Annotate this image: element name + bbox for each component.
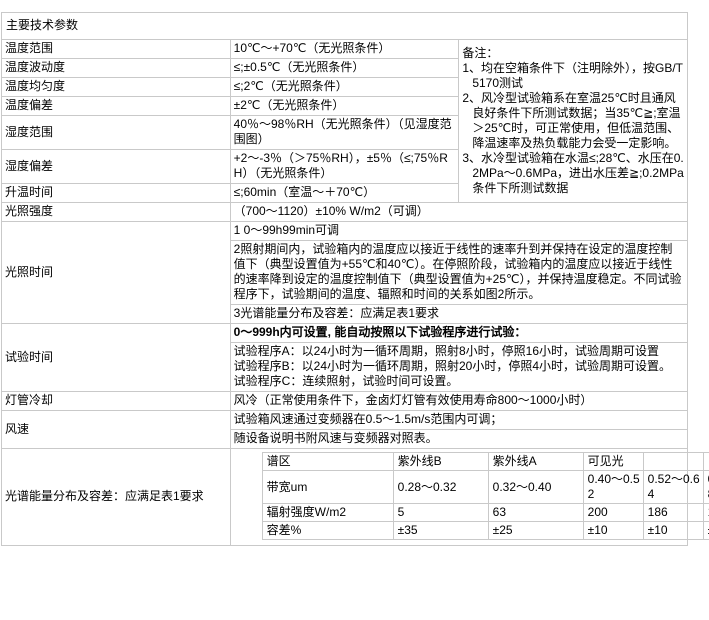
table-row: 灯管冷却 风冷（正常使用条件下，金卤灯灯管有效使用寿命800～1000小时） xyxy=(1,391,689,411)
row-value-temperature-deviation: ±2℃（无光照条件） xyxy=(229,96,460,116)
test-program-a: 试验程序A：以24小时为一循环周期，照射8小时，停照16小时，试验周期可设置 xyxy=(233,344,660,358)
row-label-light-intensity: 光照强度 xyxy=(1,202,231,222)
spectral-header-band: 谱区 xyxy=(261,452,394,471)
spectral-row-label-bandwidth: 带宽um xyxy=(261,470,394,504)
test-time-programs: 试验程序A：以24小时为一循环周期，照射8小时，停照16小时，试验周期可设置 试… xyxy=(229,342,689,392)
table-row: 温度偏差 ±2℃（无光照条件） xyxy=(1,96,688,116)
row-value-heating-time: ≤;60min（室温～＋70℃） xyxy=(229,183,460,203)
spectral-table-host: 谱区 紫外线B 紫外线A 可见光 红外线 带宽um xyxy=(229,448,709,546)
illumination-time-item-3: 3光谱能量分布及容差：应满足表1要求 xyxy=(229,304,689,324)
spectral-header-uva: 紫外线A xyxy=(487,452,584,471)
row-label-temperature-fluctuation: 温度波动度 xyxy=(1,58,231,78)
spectral-energy-table: 谱区 紫外线B 紫外线A 可见光 红外线 带宽um xyxy=(261,452,709,540)
illumination-time-item-1: 1 0～99h99min可调 xyxy=(229,221,689,241)
remarks-title: 备注： xyxy=(462,45,499,60)
row-label-humidity-deviation: 湿度偏差 xyxy=(1,149,231,184)
test-program-c: 试验程序C：连续照射，试验时间可设置。 xyxy=(233,374,459,388)
table-row: 温度范围 10℃～+70℃（无光照条件） 备注： 1、均在空箱条件下（注明除外）… xyxy=(1,39,688,203)
table-row: 光照时间 1 0～99h99min可调 xyxy=(1,221,689,324)
table-row: 3光谱能量分布及容差：应满足表1要求 xyxy=(2,304,689,324)
table-row-title: 主要技术参数 xyxy=(1,12,688,40)
row-value-humidity-range: 40％～98％RH（无光照条件）（见湿度范围图） xyxy=(229,115,460,150)
spectral-header-uvb: 紫外线B xyxy=(392,452,489,471)
row-value-temperature-range: 10℃～+70℃（无光照条件） xyxy=(229,39,460,59)
spectral-cell: ±25 xyxy=(487,521,584,540)
spectral-cell: 186 xyxy=(642,503,704,522)
spectral-row-irradiance: 辐射强度W/m2 5 63 200 186 174 492 xyxy=(261,503,709,522)
row-label-heating-time: 升温时间 xyxy=(1,183,231,203)
row-value-humidity-deviation: +2～-3％（＞75％RH），±5％（≤;75％RH）（无光照条件） xyxy=(229,149,460,184)
wind-speed-line-2: 随设备说明书附风速与变频器对照表。 xyxy=(229,429,689,449)
row-label-spectral-distribution: 光谱能量分布及容差：应满足表1要求 xyxy=(1,448,231,546)
table-row: 光谱能量分布及容差：应满足表1要求 谱区 紫外线B 紫外线A 可见光 xyxy=(1,448,709,546)
remarks-line-2: 2、风冷型试验箱系在室温25℃时且通风良好条件下所测试数据；当35℃≧;室温＞2… xyxy=(462,90,681,150)
spectral-row-label-irradiance: 辐射强度W/m2 xyxy=(261,503,394,522)
row-label-humidity-range: 湿度范围 xyxy=(1,115,231,150)
row-value-light-intensity: （700～1120）±10% W/m2（可调） xyxy=(229,202,689,222)
row-value-lamp-cooling: 风冷（正常使用条件下，金卤灯灯管有效使用寿命800～1000小时） xyxy=(229,391,689,411)
row-label-test-time: 试验时间 xyxy=(1,323,231,392)
row-label-temperature-deviation: 温度偏差 xyxy=(1,96,231,116)
table-row: 湿度偏差 +2～-3％（＞75％RH），±5％（≤;75％RH）（无光照条件） xyxy=(1,149,688,184)
spectral-cell: ±10 xyxy=(702,521,709,540)
spectral-cell: ±35 xyxy=(392,521,489,540)
remarks-cell: 备注： 1、均在空箱条件下（注明除外），按GB/T5170测试 2、风冷型试验箱… xyxy=(458,39,688,203)
row-label-wind-speed: 风速 xyxy=(1,410,231,449)
table-row: 试验时间 0～999h内可设置, 能自动按照以下试验程序进行试验： xyxy=(1,323,689,392)
row-label-lamp-cooling: 灯管冷却 xyxy=(1,391,231,411)
spectral-cell: 0.28～0.32 xyxy=(392,470,489,504)
main-spec-table: 主要技术参数 温度范围 10℃～+70℃（无光照条件） 备注： 1、均在空箱条件… xyxy=(1,12,709,546)
spectral-header-visible-2 xyxy=(642,452,704,471)
test-time-heading: 0～999h内可设置, 能自动按照以下试验程序进行试验： xyxy=(229,323,689,343)
spectral-cell: 5 xyxy=(392,503,489,522)
wind-speed-line-1: 试验箱风速通过变频器在0.5～1.5m/s范围内可调； xyxy=(229,410,689,430)
spectral-cell: 0.40～0.52 xyxy=(582,470,644,504)
page-title: 主要技术参数 xyxy=(1,12,688,40)
spectral-cell: ±10 xyxy=(582,521,644,540)
spectral-header-row: 谱区 紫外线B 紫外线A 可见光 红外线 xyxy=(261,452,709,471)
row-label-temperature-range: 温度范围 xyxy=(1,39,231,59)
remarks-line-1: 1、均在空箱条件下（注明除外），按GB/T5170测试 xyxy=(462,60,683,90)
row-value-temperature-uniformity: ≤;2℃（无光照条件） xyxy=(229,77,460,97)
test-program-b: 试验程序B：以24小时为一循环周期，照射20小时，停照4小时，试验周期可设置。 xyxy=(233,359,672,373)
illumination-time-item-2: 2照射期间内，试验箱内的温度应以接近于线性的速率升到并保持在设定的温度控制值下（… xyxy=(229,240,689,305)
spectral-header-visible-3 xyxy=(702,452,709,471)
spectral-cell: 200 xyxy=(582,503,644,522)
row-label-illumination-time: 光照时间 xyxy=(1,221,231,324)
table-row: 试验程序A：以24小时为一循环周期，照射8小时，停照16小时，试验周期可设置 试… xyxy=(2,342,689,392)
spectral-cell: 0.32～0.40 xyxy=(487,470,584,504)
spectral-cell: ±10 xyxy=(642,521,704,540)
table-row: 风速 试验箱风速通过变频器在0.5～1.5m/s范围内可调； xyxy=(1,410,689,449)
spectral-row-bandwidth: 带宽um 0.28～0.32 0.32～0.40 0.40～0.52 0.52～… xyxy=(261,470,709,504)
spectral-row-label-tolerance: 容差% xyxy=(261,521,394,540)
row-label-temperature-uniformity: 温度均匀度 xyxy=(1,77,231,97)
table-row: 2照射期间内，试验箱内的温度应以接近于线性的速率升到并保持在设定的温度控制值下（… xyxy=(2,240,689,305)
spectral-cell: 0.64～0.78 xyxy=(702,470,709,504)
table-row: 光照强度 （700～1120）±10% W/m2（可调） xyxy=(1,202,689,222)
spectral-cell: 174 xyxy=(702,503,709,522)
spec-sheet-page: 主要技术参数 温度范围 10℃～+70℃（无光照条件） 备注： 1、均在空箱条件… xyxy=(0,12,709,620)
spectral-header-visible: 可见光 xyxy=(582,452,644,471)
spectral-cell: 63 xyxy=(487,503,584,522)
spectral-row-tolerance: 容差% ±35 ±25 ±10 ±10 ±10 ±20 xyxy=(261,521,709,540)
remarks-line-3: 3、水冷型试验箱在水温≤;28℃、水压在0.2MPa～0.6MPa，进出水压差≧… xyxy=(462,150,684,195)
row-value-temperature-fluctuation: ≤;±0.5℃（无光照条件） xyxy=(229,58,460,78)
spectral-cell: 0.52～0.64 xyxy=(642,470,704,504)
